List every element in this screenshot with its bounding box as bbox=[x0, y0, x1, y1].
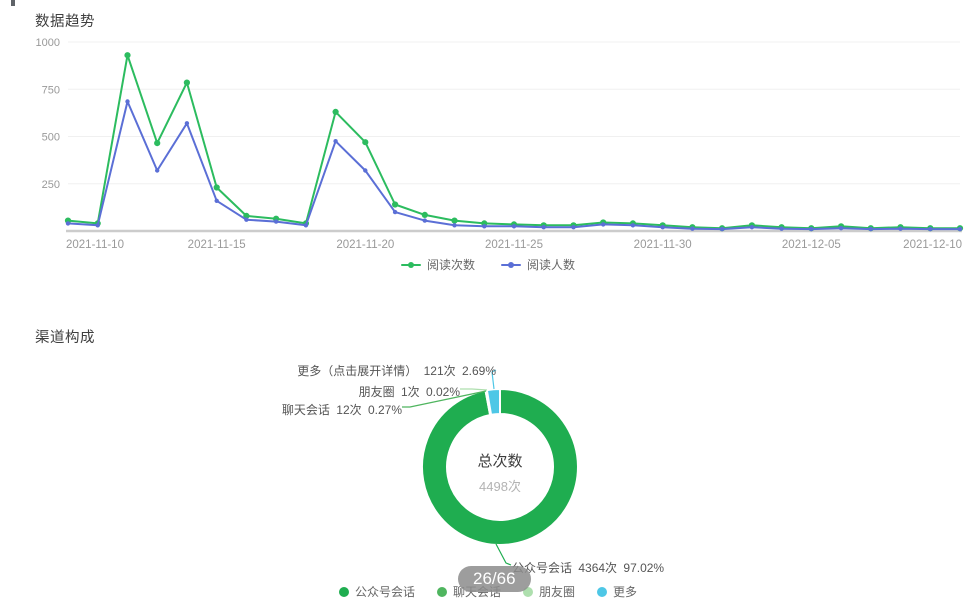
trend-section-title: 数据趋势 bbox=[35, 14, 95, 30]
legend-item-moments[interactable]: 朋友圈 bbox=[523, 583, 575, 600]
legend-label: 朋友圈 bbox=[539, 585, 576, 599]
pie-callout-official-account: 公众号会话 4364次 97.02% bbox=[512, 559, 664, 576]
callout-name: 更多（点击展开详情） bbox=[297, 364, 418, 378]
svg-text:500: 500 bbox=[42, 132, 60, 144]
page-counter-badge: 26/66 bbox=[458, 566, 531, 592]
svg-text:2021-11-25: 2021-11-25 bbox=[485, 239, 543, 250]
legend-item-read-count[interactable]: 阅读次数 bbox=[400, 256, 475, 273]
legend-item-official-account[interactable]: 公众号会话 bbox=[338, 583, 415, 600]
legend-label: 更多 bbox=[613, 585, 638, 599]
callout-count: 4364次 bbox=[578, 561, 618, 575]
pie-callout-chat: 聊天会话 12次 0.27% bbox=[282, 401, 402, 418]
svg-text:2021-11-15: 2021-11-15 bbox=[188, 239, 246, 250]
legend-dot bbox=[597, 586, 608, 597]
leader-line-3 bbox=[491, 369, 497, 390]
svg-text:2021-12-05: 2021-12-05 bbox=[782, 239, 841, 250]
donut-total-title: 总次数 bbox=[477, 453, 523, 470]
legend-label: 阅读人数 bbox=[527, 258, 576, 272]
pie-callout-moments: 朋友圈 1次 0.02% bbox=[359, 383, 460, 400]
trend-gridlines bbox=[66, 41, 962, 233]
legend-item-more[interactable]: 更多 bbox=[597, 583, 637, 600]
donut-center-label: 总次数 4498次 bbox=[420, 450, 580, 495]
leader-line-2 bbox=[460, 388, 488, 391]
callout-percent: 0.02% bbox=[425, 385, 460, 399]
donut-slice-3[interactable] bbox=[485, 387, 501, 416]
trend-x-axis-labels: 2021-11-10 2021-11-15 2021-11-20 2021-11-25… bbox=[66, 239, 962, 250]
trend-legend: 阅读次数 阅读人数 bbox=[0, 256, 976, 273]
trend-series-1 bbox=[65, 99, 963, 232]
legend-dot bbox=[407, 261, 414, 268]
svg-text:2021-11-10: 2021-11-10 bbox=[66, 239, 124, 250]
pie-callout-more[interactable]: 更多（点击展开详情） 121次 2.69% bbox=[297, 362, 496, 379]
line-series-marker-icon bbox=[400, 260, 421, 270]
screen-artifact bbox=[11, 0, 15, 6]
legend-dot bbox=[508, 261, 514, 268]
callout-name: 聊天会话 bbox=[281, 403, 330, 417]
donut-slice-0[interactable] bbox=[421, 388, 579, 546]
trend-series-0 bbox=[64, 52, 964, 232]
legend-label: 公众号会话 bbox=[354, 585, 415, 599]
svg-text:2021-11-20: 2021-11-20 bbox=[336, 239, 394, 250]
legend-label: 阅读次数 bbox=[426, 258, 475, 272]
trend-y-axis-labels: 250 500 750 1000 bbox=[36, 37, 60, 191]
line-series-marker-icon bbox=[501, 260, 521, 270]
svg-text:250: 250 bbox=[42, 179, 60, 191]
callout-percent: 97.02% bbox=[623, 561, 665, 575]
legend-dot bbox=[436, 586, 447, 597]
callout-percent: 2.69% bbox=[461, 364, 496, 378]
callout-count: 121次 bbox=[423, 364, 456, 378]
svg-text:2021-11-30: 2021-11-30 bbox=[634, 239, 692, 250]
channel-section-title: 渠道构成 bbox=[35, 330, 95, 346]
leader-line-1 bbox=[402, 390, 487, 408]
legend-dot bbox=[523, 586, 533, 597]
svg-text:750: 750 bbox=[42, 84, 60, 96]
svg-text:2021-12-10: 2021-12-10 bbox=[903, 239, 962, 250]
callout-count: 12次 bbox=[336, 403, 362, 417]
svg-text:1000: 1000 bbox=[36, 37, 60, 49]
leader-line-0 bbox=[495, 543, 512, 566]
callout-percent: 0.27% bbox=[367, 403, 402, 417]
legend-dot bbox=[338, 586, 349, 597]
channel-donut-chart[interactable] bbox=[360, 350, 640, 582]
donut-total-value: 4498次 bbox=[479, 479, 521, 494]
legend-item-read-users[interactable]: 阅读人数 bbox=[501, 256, 575, 273]
callout-count: 1次 bbox=[400, 385, 420, 399]
callout-name: 朋友圈 bbox=[358, 385, 395, 399]
